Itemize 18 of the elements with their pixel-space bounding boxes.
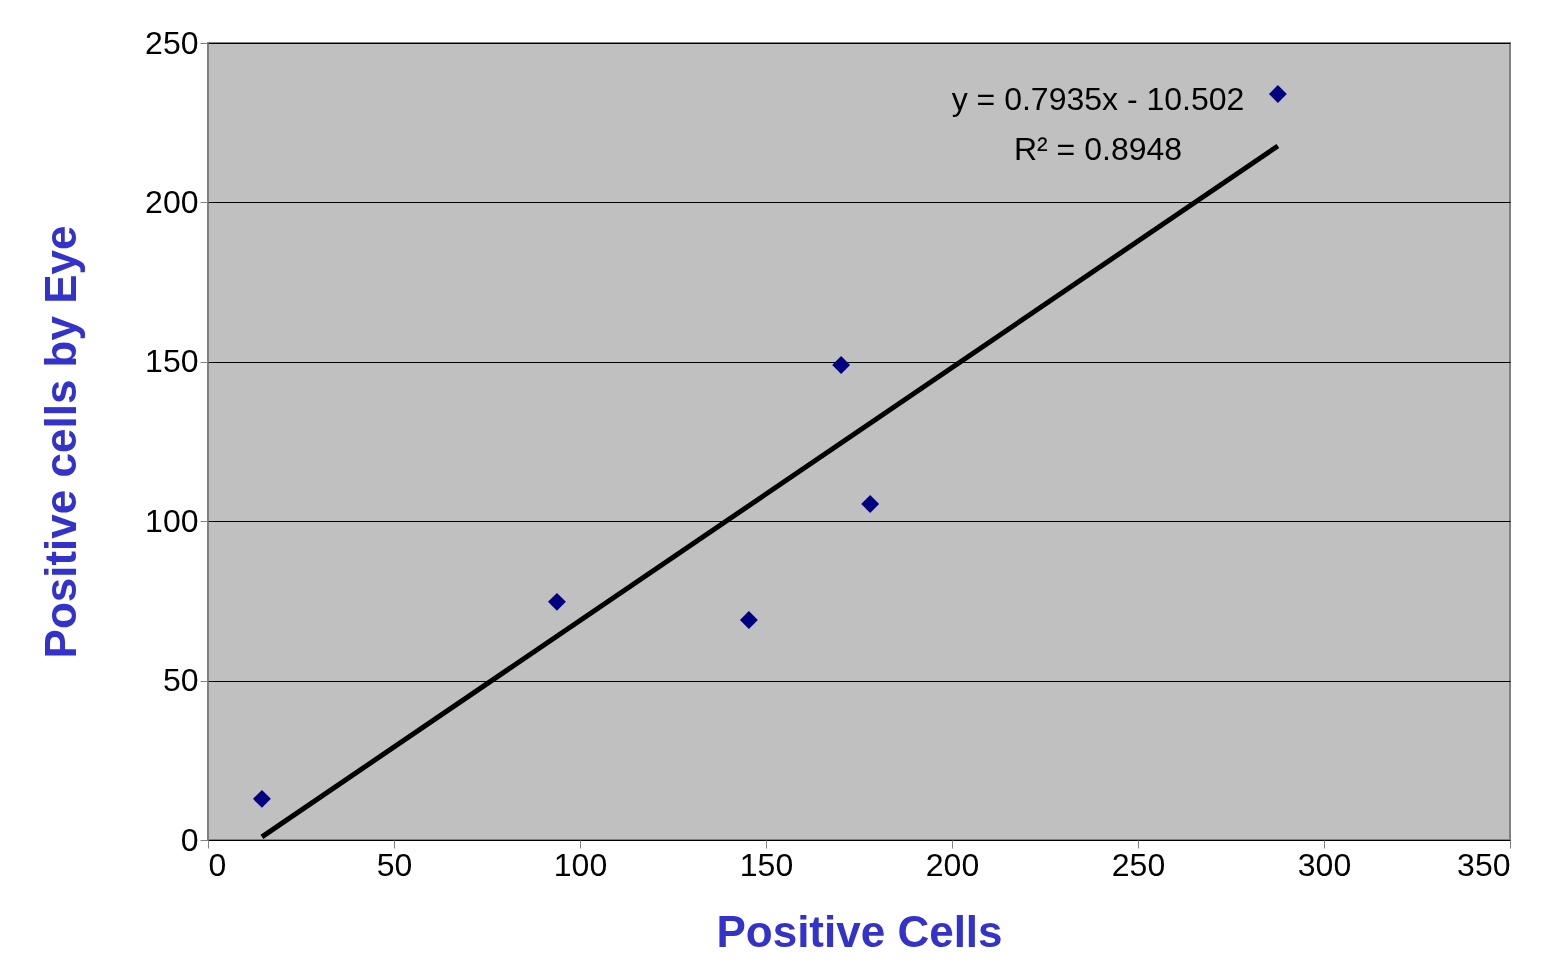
x-tick-label: 0 [208, 846, 227, 883]
x-tick-label: 350 [1457, 846, 1511, 883]
x-tick-label: 200 [925, 846, 980, 883]
y-tick-label: 150 [145, 343, 199, 380]
annotation: y = 0.7935x - 10.502 [951, 81, 1245, 117]
x-tick-label: 300 [1297, 846, 1352, 883]
x-tick-label: 100 [553, 846, 608, 883]
y-tick-label: 50 [162, 662, 199, 699]
y-tick-label: 250 [145, 24, 199, 61]
x-axis-title: Positive Cells [716, 906, 1003, 956]
x-tick-label: 250 [1111, 846, 1166, 883]
y-tick-label: 200 [145, 183, 199, 220]
x-tick-label: 150 [739, 846, 794, 883]
x-tick-label: 50 [376, 846, 413, 883]
y-tick-label: 0 [180, 821, 199, 858]
y-axis-title: Positive cells by Eye [36, 225, 86, 659]
y-tick-label: 100 [145, 502, 199, 539]
annotation: R² = 0.8948 [1013, 131, 1183, 167]
